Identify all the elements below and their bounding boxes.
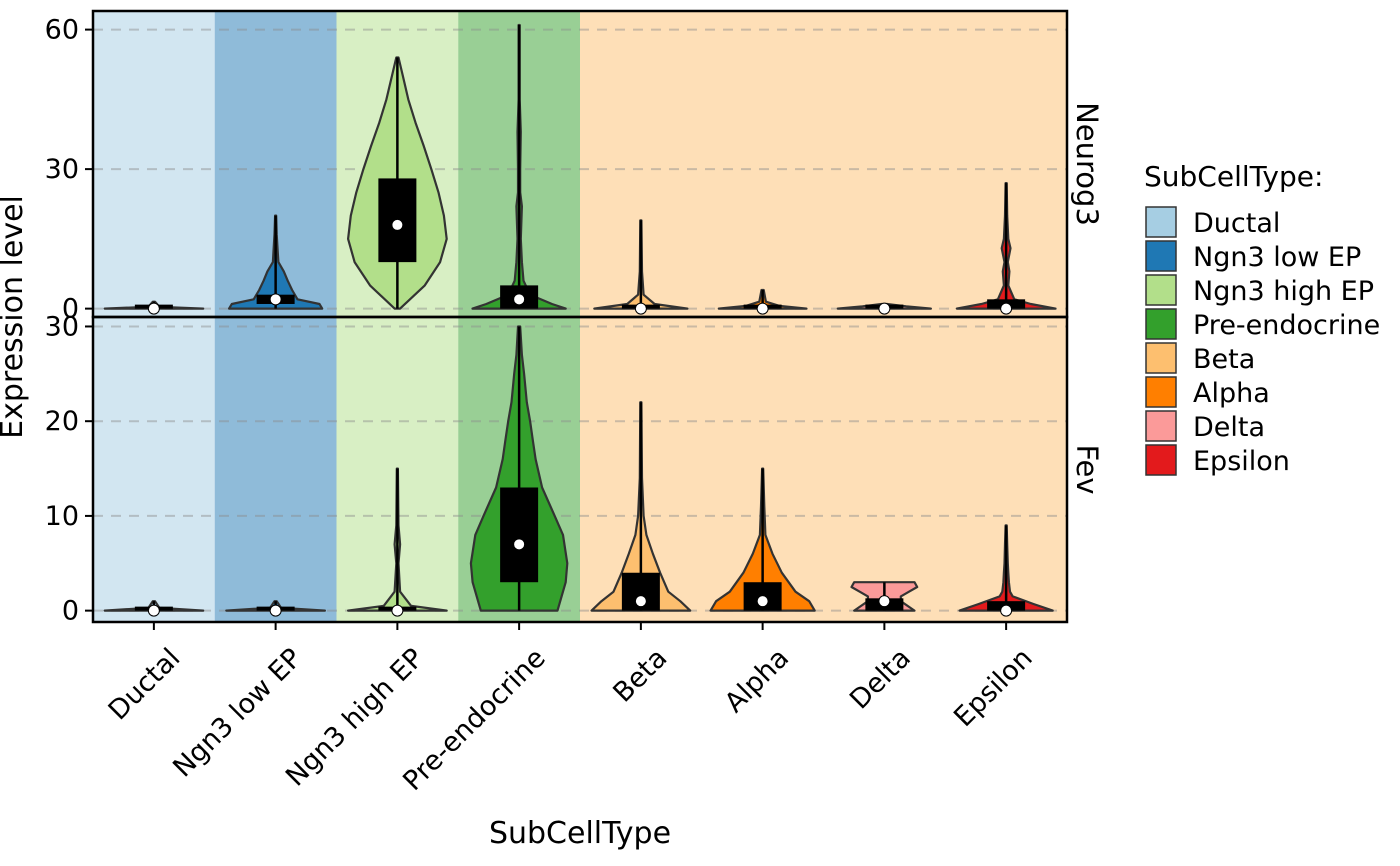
- legend-swatch: [1145, 342, 1177, 374]
- background-band: [214, 317, 337, 622]
- median-point: [391, 218, 404, 231]
- legend-swatch: [1145, 240, 1177, 272]
- background-band: [93, 11, 215, 317]
- legend-label: Pre-endocrine: [1193, 310, 1380, 341]
- median-point: [878, 302, 891, 315]
- legend-label: Delta: [1193, 412, 1265, 443]
- legend-label: Ngn3 high EP: [1193, 276, 1374, 307]
- legend-title: SubCellType:: [1144, 160, 1323, 193]
- median-point: [269, 604, 282, 617]
- x-tick-label: Alpha: [719, 643, 795, 719]
- median-point: [1000, 604, 1013, 617]
- median-point: [1000, 302, 1013, 315]
- median-point: [147, 302, 160, 315]
- legend-label: Ngn3 low EP: [1193, 242, 1361, 273]
- median-point: [634, 595, 647, 608]
- y-tick-label: 10: [45, 501, 79, 532]
- x-tick-label: Beta: [607, 643, 673, 709]
- panel-frame: [91, 315, 1069, 624]
- legend-swatch: [1145, 410, 1177, 442]
- median-point: [756, 302, 769, 315]
- median-point: [756, 595, 769, 608]
- facet-label: Neurog3: [1070, 102, 1104, 226]
- x-tick-label: Delta: [844, 643, 917, 716]
- facet-strips: Neurog3 Fev: [1070, 102, 1104, 494]
- median-point: [634, 302, 647, 315]
- median-point: [391, 604, 404, 617]
- legend-label: Beta: [1193, 344, 1255, 375]
- y-tick-label: 0: [62, 294, 79, 325]
- x-tick-label: Epsilon: [948, 643, 1038, 733]
- legend-swatch: [1145, 206, 1177, 238]
- x-axis-title: SubCellType: [489, 816, 671, 851]
- y-tick-label: 60: [45, 15, 79, 46]
- legend-label: Epsilon: [1193, 446, 1290, 477]
- x-tick-label: Ductal: [103, 643, 187, 727]
- facet-label: Fev: [1070, 444, 1104, 494]
- y-tick-label: 20: [45, 406, 79, 437]
- violins: [103, 23, 1057, 617]
- panel-frames: [91, 9, 1069, 624]
- median-point: [269, 293, 282, 306]
- legend-swatch: [1145, 376, 1177, 408]
- y-tick-label: 30: [45, 311, 79, 342]
- median-point: [513, 538, 526, 551]
- legend-label: Alpha: [1193, 378, 1270, 409]
- median-point: [513, 293, 526, 306]
- median-point: [878, 595, 891, 608]
- background-band: [580, 317, 1067, 622]
- y-tick-label: 0: [62, 596, 79, 627]
- y-tick-label: 30: [45, 154, 79, 185]
- background-band: [93, 317, 215, 622]
- legend-label: Ductal: [1193, 208, 1280, 239]
- background-band: [580, 11, 1067, 317]
- legend-swatch: [1145, 444, 1177, 476]
- legend-swatch: [1145, 308, 1177, 340]
- y-axis-title: Expression level: [0, 195, 30, 439]
- legend-swatch: [1145, 274, 1177, 306]
- iqr-box: [500, 487, 539, 583]
- median-point: [147, 604, 160, 617]
